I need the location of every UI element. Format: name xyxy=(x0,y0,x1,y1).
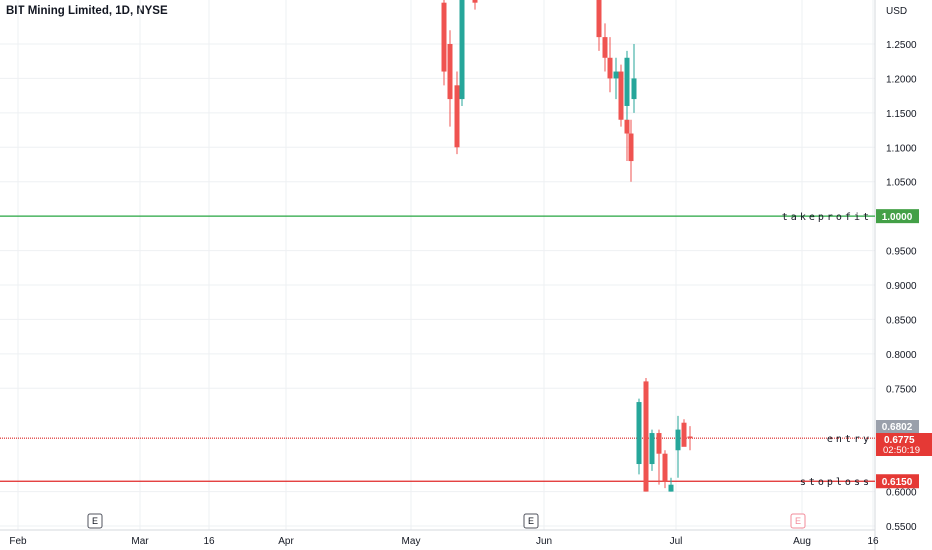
x-tick-label: Mar xyxy=(131,536,149,547)
candle-body xyxy=(441,2,447,72)
candle-body xyxy=(447,44,453,100)
prev-price-tag-text: 0.6802 xyxy=(882,422,913,433)
stoploss-price-tag-text: 0.6150 xyxy=(882,477,913,488)
x-tick-label: May xyxy=(402,536,421,547)
current-price-tag xyxy=(876,433,932,456)
x-tick-label: 16 xyxy=(203,536,215,547)
candle-body xyxy=(628,133,634,162)
takeprofit-price-tag-text: 1.0000 xyxy=(882,212,913,223)
price-axis-unit: USD xyxy=(886,6,907,17)
candle-body xyxy=(607,57,613,79)
candle-body xyxy=(613,71,619,79)
y-tick-label: 1.2000 xyxy=(886,74,917,85)
candle-body xyxy=(649,433,655,465)
candle-body xyxy=(675,429,681,451)
prev-price-tag xyxy=(876,420,919,433)
candle-body xyxy=(596,0,602,38)
x-tick-label: Feb xyxy=(9,536,27,547)
candle-body xyxy=(459,0,465,100)
y-tick-label: 0.8000 xyxy=(886,350,917,361)
earnings-marker[interactable] xyxy=(87,513,103,529)
y-tick-label: 0.9500 xyxy=(886,247,917,258)
x-tick-label: Apr xyxy=(278,536,294,547)
entry-label: entry xyxy=(827,434,872,445)
y-tick-label: 1.1000 xyxy=(886,143,917,154)
earnings-marker[interactable] xyxy=(523,513,539,529)
candle-body xyxy=(668,484,674,492)
earnings-marker-label: E xyxy=(795,516,801,526)
candle-body xyxy=(618,71,624,120)
y-tick-label: 1.2500 xyxy=(886,40,917,51)
candle-body xyxy=(454,85,460,148)
y-tick-label: 1.0500 xyxy=(886,178,917,189)
earnings-marker-label: E xyxy=(528,516,534,526)
x-tick-label: 16 xyxy=(867,536,879,547)
candle-body xyxy=(472,0,478,3)
y-tick-label: 0.8500 xyxy=(886,315,917,326)
candle-body xyxy=(631,78,637,100)
takeprofit-price-tag xyxy=(876,209,919,224)
y-tick-label: 1.1500 xyxy=(886,109,917,120)
y-tick-label: 0.5500 xyxy=(886,522,917,533)
candle-body xyxy=(662,453,668,482)
x-tick-label: Aug xyxy=(793,536,811,547)
x-tick-label: Jun xyxy=(536,536,552,547)
stoploss-label: stoploss xyxy=(800,477,872,488)
candle-body xyxy=(656,433,662,454)
candle-body xyxy=(687,436,693,439)
countdown-text: 02:50:19 xyxy=(883,445,920,456)
earnings-marker-label: E xyxy=(92,516,98,526)
y-tick-label: 0.6000 xyxy=(886,488,917,499)
earnings-marker[interactable] xyxy=(790,513,806,529)
candle-body xyxy=(681,422,687,447)
candle-body xyxy=(624,119,630,134)
y-tick-label: 0.7500 xyxy=(886,384,917,395)
chart-title: BIT Mining Limited, 1D, NYSE xyxy=(6,5,168,17)
candle-body xyxy=(624,57,630,106)
current-price-tag-text: 0.6775 xyxy=(884,435,915,446)
candle-body xyxy=(643,381,649,492)
y-tick-label: 0.9000 xyxy=(886,281,917,292)
candle-body xyxy=(602,37,608,58)
stoploss-price-tag xyxy=(876,474,919,489)
candle-body xyxy=(636,402,642,465)
x-tick-label: Jul xyxy=(670,536,683,547)
takeprofit-label: takeprofit xyxy=(782,212,872,223)
